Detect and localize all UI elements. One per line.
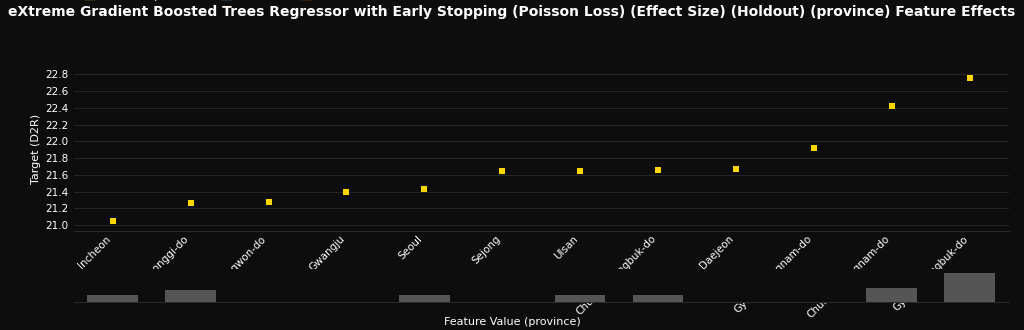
Point xyxy=(416,186,432,192)
Bar xyxy=(866,288,918,302)
Text: Feature Value (province): Feature Value (province) xyxy=(443,317,581,327)
Bar xyxy=(944,273,995,302)
Bar xyxy=(555,295,605,302)
Bar xyxy=(87,295,138,302)
Y-axis label: Target (D2R): Target (D2R) xyxy=(32,114,41,183)
Point xyxy=(182,200,199,205)
Text: eXtreme Gradient Boosted Trees Regressor with Early Stopping (Poisson Loss) (Eff: eXtreme Gradient Boosted Trees Regressor… xyxy=(8,5,1016,19)
Point xyxy=(104,218,121,224)
Bar xyxy=(399,295,450,302)
Point xyxy=(650,167,667,173)
Point xyxy=(962,75,978,81)
Bar xyxy=(633,295,683,302)
Point xyxy=(572,168,589,173)
Point xyxy=(338,189,354,194)
Point xyxy=(494,168,510,173)
Bar xyxy=(165,290,216,302)
Legend: Partial Dependence, Predicted, Actual: Partial Dependence, Predicted, Actual xyxy=(79,0,357,5)
Point xyxy=(884,104,900,109)
Point xyxy=(806,146,822,151)
Point xyxy=(260,199,276,204)
Point xyxy=(728,166,744,172)
